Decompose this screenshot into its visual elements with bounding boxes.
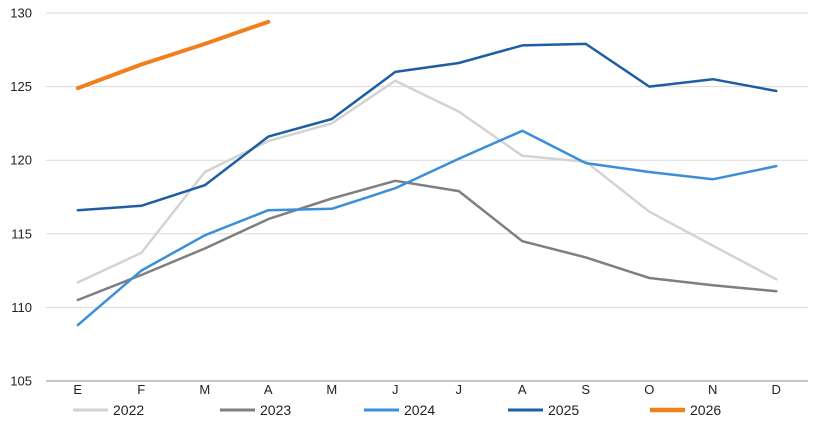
series-line-2024	[76, 129, 778, 327]
y-tick-label: 125	[10, 79, 32, 94]
legend-label-2023: 2023	[260, 402, 291, 418]
x-tick-label: J	[392, 382, 399, 397]
series-line-2025	[76, 42, 778, 212]
legend-label-2026: 2026	[690, 402, 721, 418]
x-tick-label: M	[326, 382, 337, 397]
legend: 2022 2023 2024 2025 2026	[73, 402, 721, 418]
x-tick-label: D	[772, 382, 781, 397]
x-tick-label: A	[518, 382, 527, 397]
y-tick-label: 105	[10, 374, 32, 389]
x-tick-label: N	[708, 382, 717, 397]
gridlines	[46, 12, 808, 308]
x-tick-label: A	[264, 382, 273, 397]
x-tick-label: F	[137, 382, 145, 397]
x-tick-label: J	[456, 382, 463, 397]
y-tick-label: 130	[10, 6, 32, 21]
x-tick-label: S	[581, 382, 590, 397]
y-tick-label: 110	[11, 300, 32, 315]
x-tick-label: O	[644, 382, 654, 397]
series-line-2023	[76, 179, 778, 302]
series-lines	[75, 19, 778, 327]
y-tick-label: 120	[10, 153, 32, 168]
legend-label-2024: 2024	[404, 402, 435, 418]
x-tick-label: M	[199, 382, 210, 397]
x-tick-label: E	[73, 382, 82, 397]
series-line-2026	[75, 19, 271, 91]
series-line-2022	[76, 79, 778, 284]
legend-label-2025: 2025	[548, 402, 579, 418]
y-tick-label: 115	[11, 226, 32, 241]
legend-label-2022: 2022	[113, 402, 144, 418]
y-axis-ticks: 105 110 115 120 125 130	[10, 6, 32, 389]
